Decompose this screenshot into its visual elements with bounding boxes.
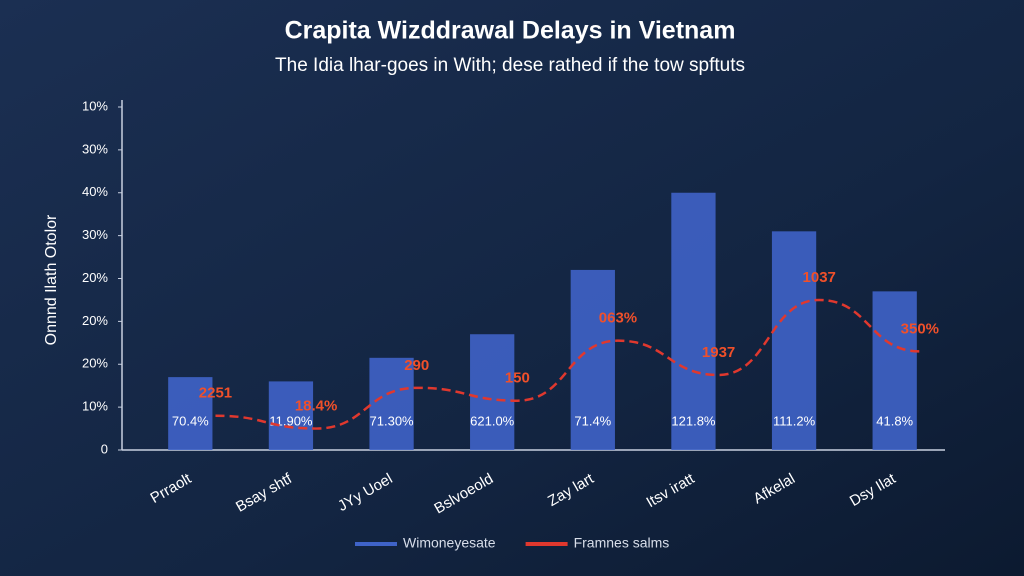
legend-label: Wimoneyesate	[403, 535, 496, 551]
y-tick-label: 30%	[82, 227, 108, 242]
bar	[470, 334, 515, 450]
bar-label: 111.2%	[773, 413, 816, 428]
line-label: 150	[505, 370, 530, 387]
y-tick-label: 30%	[82, 141, 108, 156]
chart-title: Crapita Wizddrawal Delays in Vietnam	[285, 17, 736, 45]
bar	[771, 231, 817, 450]
bar	[168, 377, 213, 450]
line-label: 063%	[599, 310, 637, 327]
line-label: 1037	[803, 269, 836, 286]
bar	[671, 192, 716, 450]
y-axis-label: Onnnd Ilath Otolor	[43, 214, 60, 345]
y-tick-label: 0	[101, 441, 108, 456]
y-tick-label: 10%	[82, 98, 108, 113]
line-label: 18.4%	[295, 398, 338, 415]
bar	[872, 291, 917, 450]
bar	[268, 381, 314, 450]
bar-label: 11.90%	[269, 413, 313, 428]
y-tick-label: 20%	[82, 356, 108, 371]
y-tick-label: 10%	[82, 399, 108, 414]
bar-label: 71.30%	[370, 413, 415, 428]
chart-subtitle: The Idia lhar-goes in With; dese rathed …	[275, 55, 745, 76]
bar-label: 121.8%	[671, 413, 716, 428]
bar-label: 70.4%	[172, 413, 209, 428]
line-label: 350%	[901, 320, 939, 337]
bar-label: 621.0%	[470, 413, 515, 428]
y-tick-label: 20%	[82, 270, 108, 285]
y-tick-label: 20%	[82, 313, 108, 328]
y-tick-label: 40%	[82, 184, 108, 199]
line	[215, 298, 920, 430]
bar	[570, 269, 615, 450]
line-label: 290	[404, 357, 429, 374]
line-label: 1937	[702, 344, 735, 361]
legend-label: Framnes salms	[574, 535, 670, 551]
bar	[369, 357, 414, 450]
bar-label: 41.8%	[876, 413, 913, 428]
bar-label: 71.4%	[574, 413, 611, 428]
line-label: 2251	[199, 385, 232, 402]
